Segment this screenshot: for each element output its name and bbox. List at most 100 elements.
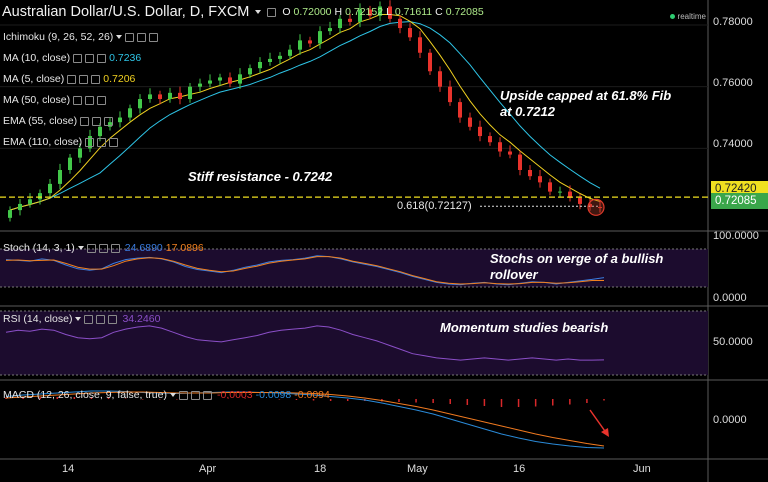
candle-body bbox=[18, 203, 22, 211]
close-icon[interactable] bbox=[97, 53, 107, 63]
arrow-shaft bbox=[589, 409, 608, 435]
chevron-down-icon[interactable] bbox=[77, 246, 84, 250]
candle-body bbox=[38, 193, 42, 200]
eye-icon[interactable] bbox=[86, 243, 96, 253]
settings-icon[interactable] bbox=[267, 7, 277, 17]
ohlc-high-key: H bbox=[334, 6, 343, 18]
candle-body bbox=[188, 86, 192, 100]
close-icon[interactable] bbox=[202, 390, 212, 400]
candle-body bbox=[558, 191, 562, 193]
close-price-tag: 0.72085 bbox=[711, 193, 768, 209]
indicator-row-ma10[interactable]: MA (10, close) 0.7236 bbox=[3, 51, 141, 65]
candle-body bbox=[268, 58, 272, 62]
chevron-down-icon[interactable] bbox=[75, 317, 82, 321]
chevron-down-icon[interactable] bbox=[255, 10, 262, 14]
candle-body bbox=[238, 74, 242, 84]
candle-body bbox=[178, 92, 182, 100]
x-axis-label: 14 bbox=[62, 463, 75, 475]
indicator-row-ema55[interactable]: EMA (55, close) bbox=[3, 114, 114, 128]
indicator-value: 0.7206 bbox=[103, 73, 136, 85]
symbol-title[interactable]: Australian Dollar/U.S. Dollar, D, FXCM bbox=[2, 4, 250, 20]
candle-body bbox=[518, 154, 522, 170]
close-icon[interactable] bbox=[109, 137, 119, 147]
indicator-row-ichimoku[interactable]: Ichimoku (9, 26, 52, 26) bbox=[3, 30, 159, 44]
settings-icon[interactable] bbox=[85, 53, 95, 63]
close-icon[interactable] bbox=[91, 74, 101, 84]
close-icon[interactable] bbox=[97, 95, 107, 105]
candle-body bbox=[288, 49, 292, 56]
ohlc-open-key: O bbox=[282, 6, 291, 18]
close-icon[interactable] bbox=[110, 243, 120, 253]
stoch-k-value: 24.6890 bbox=[124, 242, 163, 254]
candle-body bbox=[428, 52, 432, 72]
rsi-legend[interactable]: RSI (14, close) 34.2460 bbox=[3, 312, 160, 326]
indicator-name: MA (5, close) bbox=[3, 73, 65, 85]
stoch-name: Stoch (14, 3, 1) bbox=[3, 242, 75, 254]
candle-body bbox=[378, 6, 382, 16]
settings-icon[interactable] bbox=[97, 137, 107, 147]
ohlc-readout: O 0.72000 H 0.72152 L 0.71611 C 0.72085 bbox=[282, 6, 483, 18]
close-icon[interactable] bbox=[104, 116, 114, 126]
eye-icon[interactable] bbox=[67, 74, 77, 84]
candle-body bbox=[508, 151, 512, 155]
candle-body bbox=[248, 68, 252, 75]
indicator-row-ma5[interactable]: MA (5, close) 0.7206 bbox=[3, 72, 135, 86]
ohlc-close-key: C bbox=[435, 6, 443, 18]
candle-body bbox=[348, 18, 352, 22]
candle-body bbox=[198, 83, 202, 87]
ohlc-close-value: 0.72085 bbox=[445, 6, 484, 18]
eye-icon[interactable] bbox=[80, 116, 90, 126]
candle-body bbox=[138, 99, 142, 109]
eye-icon[interactable] bbox=[178, 390, 188, 400]
candle-body bbox=[278, 55, 282, 59]
macd-legend[interactable]: MACD (12, 26, close, 9, false, true) -0.… bbox=[3, 388, 330, 402]
rsi-axis-label: 50.0000 bbox=[713, 336, 753, 348]
fib-level-label: 0.618(0.72127) bbox=[397, 200, 472, 212]
indicator-row-ema110[interactable]: EMA (110, close) bbox=[3, 135, 119, 149]
eye-icon[interactable] bbox=[73, 95, 83, 105]
chevron-down-icon[interactable] bbox=[169, 393, 176, 397]
settings-icon[interactable] bbox=[85, 95, 95, 105]
candle-body bbox=[538, 176, 542, 183]
close-icon[interactable] bbox=[108, 314, 118, 324]
stoch-d-value: 17.0896 bbox=[165, 242, 204, 254]
candle-body bbox=[388, 6, 392, 19]
eye-icon[interactable] bbox=[85, 137, 95, 147]
candle-body bbox=[498, 142, 502, 152]
settings-icon[interactable] bbox=[92, 116, 102, 126]
live-dot-icon bbox=[669, 14, 675, 19]
settings-icon[interactable] bbox=[190, 390, 200, 400]
candle-body bbox=[98, 126, 102, 137]
indicator-name: Ichimoku (9, 26, 52, 26) bbox=[3, 31, 114, 43]
ma5-line bbox=[9, 14, 601, 211]
settings-icon[interactable] bbox=[79, 74, 89, 84]
candle-body bbox=[68, 157, 72, 170]
settings-icon[interactable] bbox=[137, 32, 147, 42]
candle-body bbox=[228, 77, 232, 84]
candle-body bbox=[298, 40, 302, 50]
candle-body bbox=[528, 170, 532, 177]
settings-icon[interactable] bbox=[98, 243, 108, 253]
stoch-legend[interactable]: Stoch (14, 3, 1) 24.6890 17.0896 bbox=[3, 241, 204, 255]
candle-body bbox=[578, 197, 582, 204]
highlight-circle bbox=[587, 198, 605, 216]
chevron-down-icon[interactable] bbox=[116, 35, 123, 39]
indicator-name: EMA (55, close) bbox=[3, 115, 78, 127]
candle-body bbox=[468, 117, 472, 127]
indicator-row-ma50[interactable]: MA (50, close) bbox=[3, 93, 107, 107]
rsi-band bbox=[0, 311, 708, 375]
x-axis-label: 16 bbox=[513, 463, 526, 475]
close-icon[interactable] bbox=[149, 32, 159, 42]
eye-icon[interactable] bbox=[125, 32, 135, 42]
stoch-k-line bbox=[5, 255, 605, 286]
candle-body bbox=[458, 102, 462, 118]
eye-icon[interactable] bbox=[84, 314, 94, 324]
eye-icon[interactable] bbox=[73, 53, 83, 63]
indicator-name: MA (50, close) bbox=[3, 94, 71, 106]
candle-body bbox=[448, 86, 452, 103]
stoch-axis-bottom: 0.0000 bbox=[713, 292, 747, 304]
realtime-label: realtime bbox=[677, 12, 706, 21]
settings-icon[interactable] bbox=[96, 314, 106, 324]
macd-name: MACD (12, 26, close, 9, false, true) bbox=[3, 389, 167, 401]
